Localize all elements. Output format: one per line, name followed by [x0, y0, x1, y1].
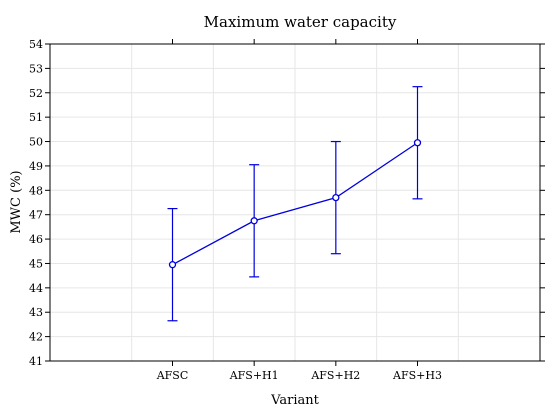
x-tick-label: AFSC — [156, 369, 189, 382]
y-axis: 41 42 43 44 45 46 47 48 49 50 51 52 53 54 — [29, 38, 545, 368]
x-axis: AFSC AFS+H1 AFS+H2 AFS+H3 — [156, 39, 442, 382]
series-line — [172, 142, 418, 266]
x-tick-label: AFS+H1 — [229, 369, 279, 382]
y-tick-label: 41 — [29, 355, 43, 368]
y-tick-label: 54 — [29, 38, 43, 51]
y-axis-label: MWC (%) — [9, 170, 24, 233]
y-tick-label: 45 — [29, 257, 43, 270]
y-tick-label: 48 — [29, 184, 43, 197]
data-point — [413, 139, 422, 147]
y-tick-label: 49 — [29, 160, 43, 173]
y-tick-label: 47 — [29, 209, 43, 222]
data-point — [332, 193, 340, 202]
y-tick-label: 44 — [29, 282, 43, 295]
y-tick-label: 53 — [29, 62, 43, 75]
y-tick-label: 51 — [29, 111, 43, 124]
y-tick-label: 42 — [29, 331, 43, 344]
chart-title: Maximum water capacity — [204, 13, 397, 31]
grid — [50, 43, 540, 362]
y-tick-label: 43 — [29, 306, 43, 319]
plot-frame — [49, 43, 541, 362]
x-axis-label: Variant — [270, 393, 319, 408]
x-tick-label: AFS+H2 — [310, 369, 360, 382]
data-point — [250, 217, 258, 225]
x-tick-label: AFS+H3 — [392, 369, 442, 382]
series-group — [167, 86, 423, 322]
y-tick-label: 46 — [29, 233, 43, 246]
y-tick-label: 52 — [29, 87, 43, 100]
y-tick-label: 50 — [29, 136, 43, 149]
data-point — [168, 261, 177, 269]
